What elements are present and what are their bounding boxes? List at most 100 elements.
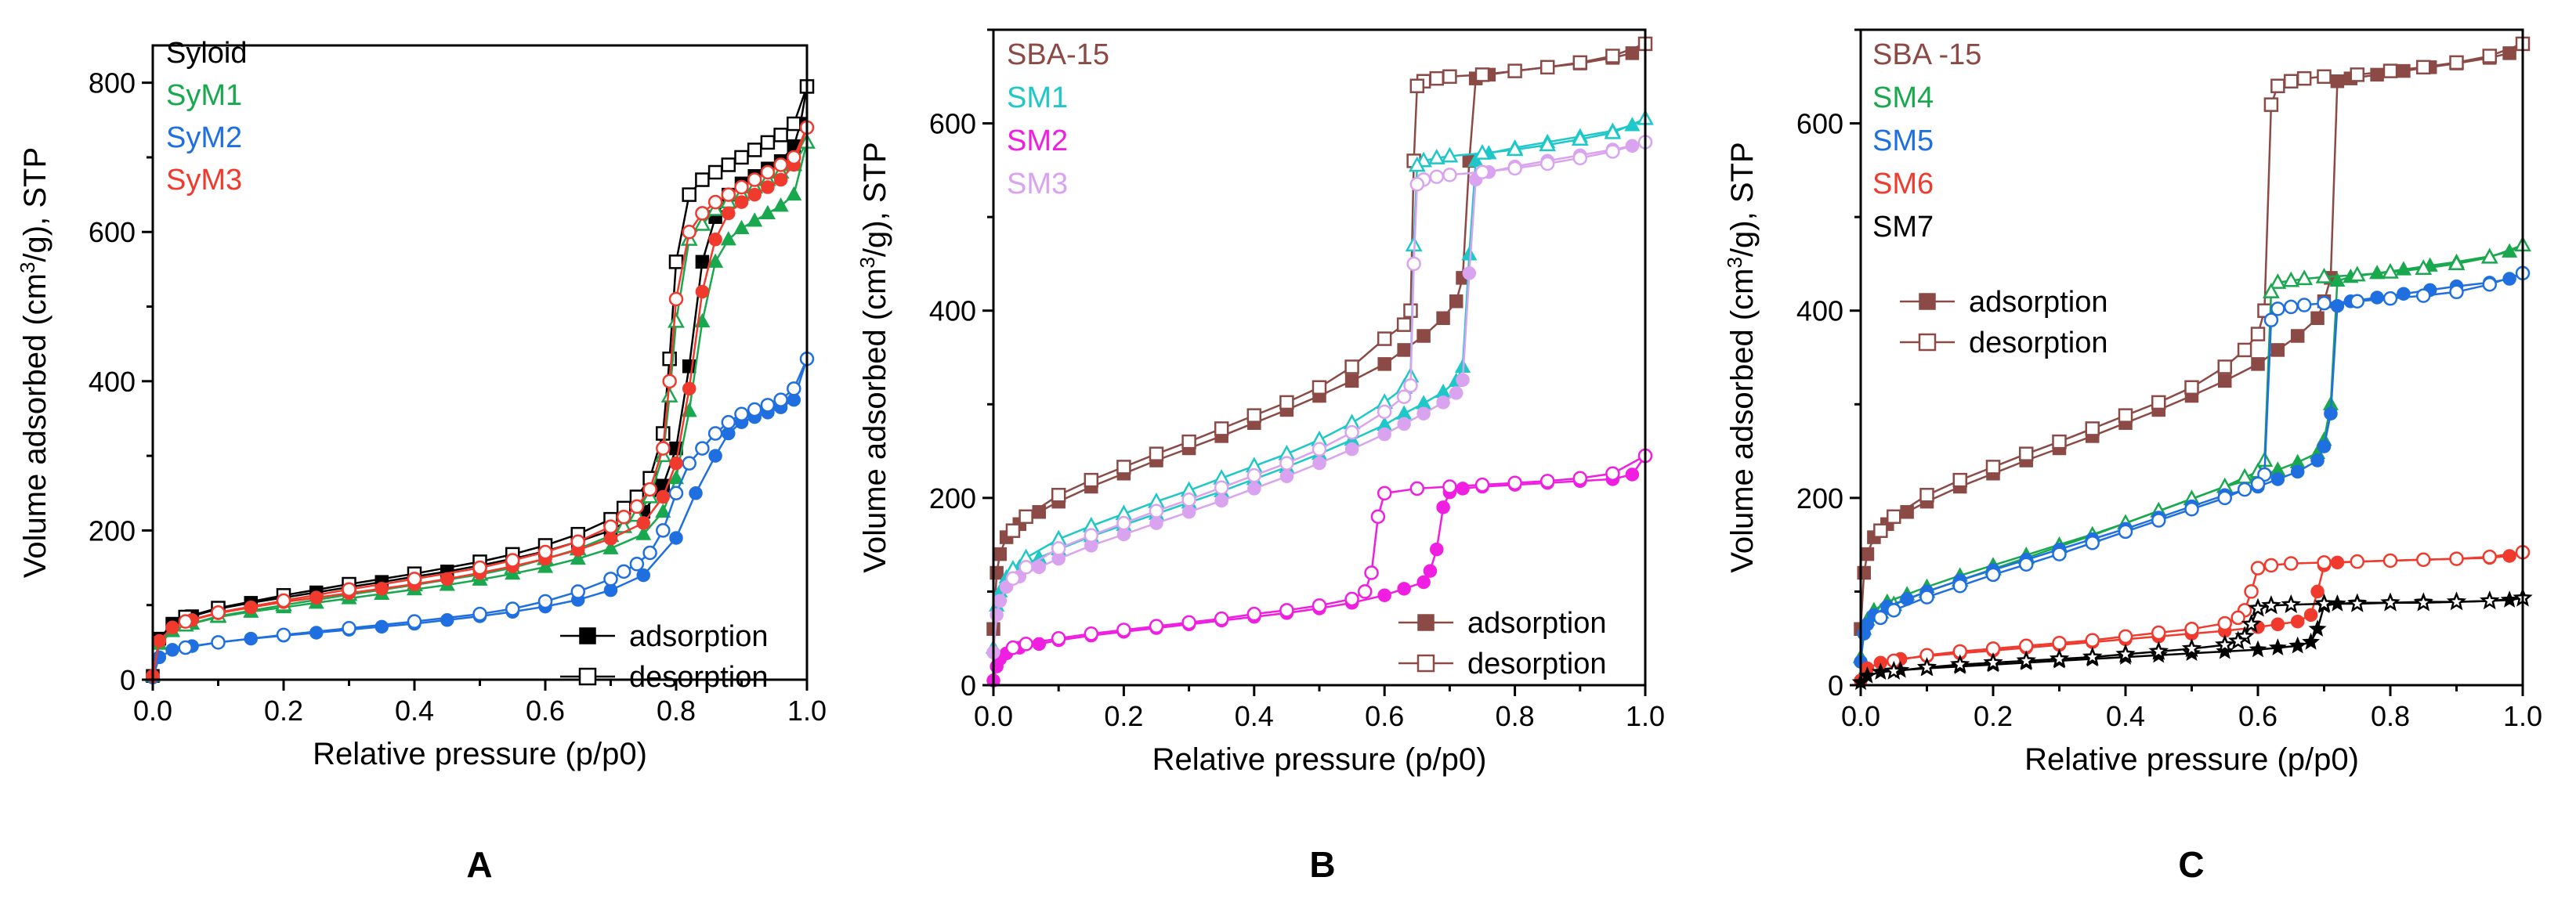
adsorption-point	[1181, 505, 1196, 519]
desorption-point	[787, 116, 801, 132]
desorption-point	[2270, 78, 2285, 93]
adsorption-point	[1449, 294, 1463, 309]
adsorption-point	[2270, 472, 2285, 486]
desorption-point	[1605, 49, 1620, 63]
adsorption-point	[2369, 265, 2386, 280]
adsorption-point	[1344, 442, 1359, 457]
desorption-point	[2284, 299, 2299, 315]
desorption-point	[773, 392, 788, 407]
desorption-point	[2236, 467, 2254, 484]
adsorption-point	[786, 186, 802, 201]
adsorption-point	[1032, 560, 1046, 575]
desorption-point	[2315, 267, 2333, 283]
legend-entry: SM2	[1007, 125, 1068, 157]
desorption-point	[707, 164, 723, 180]
desorption-line	[1012, 42, 1646, 532]
adsorption-point	[636, 568, 650, 583]
series-sm2	[986, 448, 1653, 688]
desorption-point	[1377, 331, 1392, 346]
desorption-point	[2250, 327, 2266, 341]
y-tick-label: 400	[89, 366, 136, 398]
x-tick-label: 1.0	[1626, 700, 1665, 732]
legend-entry: SBA -15	[1872, 38, 1981, 71]
desorption-point	[682, 456, 696, 471]
desorption-point	[1873, 610, 1888, 626]
desorption-point	[1873, 523, 1888, 538]
adsorption-point	[603, 532, 618, 546]
y-tick-label: 0	[961, 670, 976, 702]
desorption-point	[1427, 149, 1445, 164]
desorption-point	[2263, 97, 2279, 112]
adsorption-point	[1624, 117, 1641, 132]
desorption-point	[2350, 294, 2364, 309]
x-tick-label: 0.6	[526, 695, 565, 727]
desorption-point	[2449, 55, 2464, 70]
desorption-point	[1572, 55, 1588, 70]
adsorption-point	[722, 206, 736, 221]
y-axis-title-part: /g), STP	[1725, 142, 1760, 257]
adsorption-point	[720, 231, 736, 246]
x-tick-label: 0.8	[657, 695, 696, 727]
chart-panel-a: 0.0 0.2 0.4 0.6 0.8 1.0 0 200 400 600 800 Relative …	[16, 37, 827, 885]
desorption-point	[2261, 595, 2281, 615]
adsorption-point	[2218, 374, 2232, 388]
x-axis-title: Relative pressure (p/p0)	[313, 737, 647, 771]
desorption-point	[1051, 630, 1066, 646]
desorption-line	[1012, 141, 1646, 579]
desorption-point	[747, 402, 762, 417]
desorption-point	[1985, 460, 2001, 475]
desorption-point	[2482, 276, 2497, 292]
desorption-point	[695, 172, 710, 187]
desorption-point	[1429, 169, 1445, 184]
adsorption-point	[747, 187, 762, 202]
desorption-point	[1364, 565, 1379, 580]
y-axis-title-part: /g), STP	[858, 142, 892, 257]
desorption-point	[2296, 70, 2312, 86]
adsorption-point	[1247, 482, 1261, 496]
adsorption-point	[2502, 549, 2516, 563]
desorption-point	[2217, 359, 2232, 374]
adsorption-point	[1397, 582, 1411, 596]
desorption-point	[1442, 69, 1457, 85]
desorption-point	[570, 584, 585, 599]
desorption-point	[1572, 150, 1588, 166]
desorption-point	[2151, 395, 2166, 410]
adsorption-point	[759, 204, 776, 219]
adsorption-point	[2290, 614, 2305, 629]
desorption-point	[2016, 650, 2037, 670]
desorption-point	[2416, 288, 2431, 303]
adsorption-point	[2397, 287, 2411, 301]
desorption-point	[1084, 626, 1099, 641]
desorption-point	[1149, 446, 1164, 461]
x-tick-label: 0.4	[1235, 700, 1274, 732]
desorption-point	[2263, 558, 2279, 573]
x-tick-label: 1.0	[787, 695, 827, 727]
adsorption-point	[1397, 417, 1411, 431]
adsorption-point	[1032, 637, 1046, 652]
adsorption-point	[2310, 453, 2325, 467]
marker-legend-label: adsorption	[1467, 607, 1606, 640]
desorption-point	[1952, 472, 1967, 488]
open-square-marker	[578, 667, 597, 686]
desorption-point	[668, 485, 684, 501]
desorption-point	[2346, 593, 2368, 612]
adsorption-point	[244, 600, 258, 615]
desorption-point	[682, 224, 696, 240]
adsorption-point	[2268, 638, 2287, 655]
desorption-point	[472, 560, 487, 576]
adsorption-point	[1312, 456, 1326, 471]
x-tick-label: 0.8	[1496, 700, 1535, 732]
legend-entry: SyM3	[166, 164, 242, 197]
adsorption-point	[1436, 500, 1450, 514]
adsorption-point	[1416, 395, 1432, 410]
desorption-point	[2248, 597, 2268, 617]
adsorption-point	[1625, 467, 1640, 482]
adsorption-point	[1462, 266, 1477, 280]
x-tick-label: 0.0	[1841, 700, 1880, 732]
x-tick-label: 0.4	[395, 695, 434, 727]
desorption-point	[2241, 613, 2262, 633]
adsorption-point	[761, 180, 775, 194]
adsorption-point	[669, 531, 683, 545]
adsorption-point	[2328, 594, 2346, 612]
desorption-point	[1539, 156, 1555, 171]
